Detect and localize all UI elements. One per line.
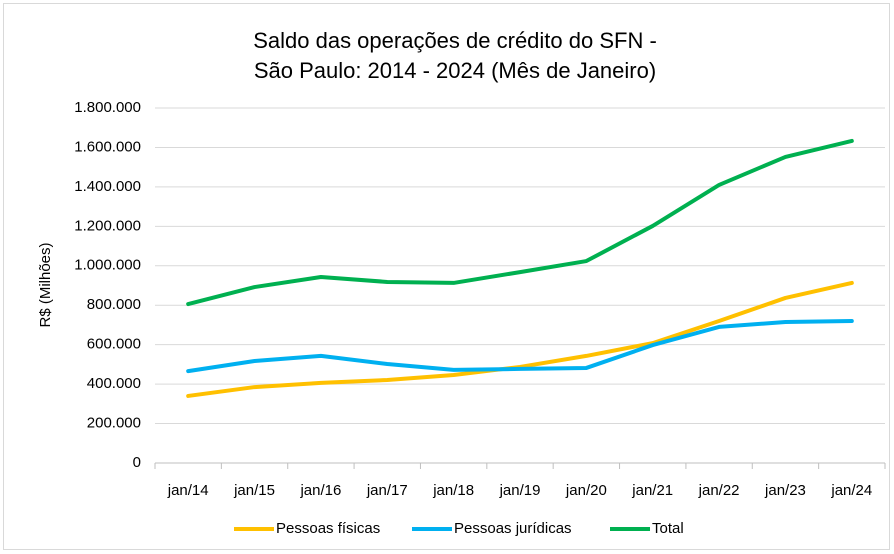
legend-label: Pessoas jurídicas <box>454 520 572 537</box>
y-tick-label: 1.000.000 <box>74 257 141 274</box>
y-tick-label: 1.400.000 <box>74 178 141 195</box>
x-tick-label: jan/14 <box>167 482 209 499</box>
chart-title: Saldo das operações de crédito do SFN - <box>253 28 657 53</box>
chart-frame <box>3 3 890 550</box>
y-tick-label: 600.000 <box>87 336 141 353</box>
x-tick-label: jan/15 <box>233 482 275 499</box>
y-tick-label: 0 <box>133 454 141 471</box>
legend-label: Total <box>652 520 684 537</box>
x-tick-label: jan/20 <box>565 482 607 499</box>
y-tick-label: 1.200.000 <box>74 217 141 234</box>
x-tick-label: jan/16 <box>299 482 341 499</box>
x-tick-label: jan/24 <box>830 482 872 499</box>
x-tick-label: jan/18 <box>432 482 474 499</box>
y-tick-label: 400.000 <box>87 375 141 392</box>
y-tick-label: 1.600.000 <box>74 138 141 155</box>
series-line <box>186 138 854 307</box>
y-tick-label: 200.000 <box>87 415 141 432</box>
x-tick-label: jan/17 <box>366 482 408 499</box>
series-line <box>186 319 854 374</box>
x-tick-label: jan/23 <box>764 482 806 499</box>
legend-label: Pessoas físicas <box>276 520 380 537</box>
y-tick-label: 800.000 <box>87 296 141 313</box>
x-tick-label: jan/19 <box>499 482 541 499</box>
x-tick-label: jan/21 <box>631 482 673 499</box>
y-tick-label: 1.800.000 <box>74 99 141 116</box>
chart-subtitle: São Paulo: 2014 - 2024 (Mês de Janeiro) <box>254 58 656 83</box>
y-axis-label: R$ (Milhões) <box>37 242 54 327</box>
x-tick-label: jan/22 <box>698 482 740 499</box>
